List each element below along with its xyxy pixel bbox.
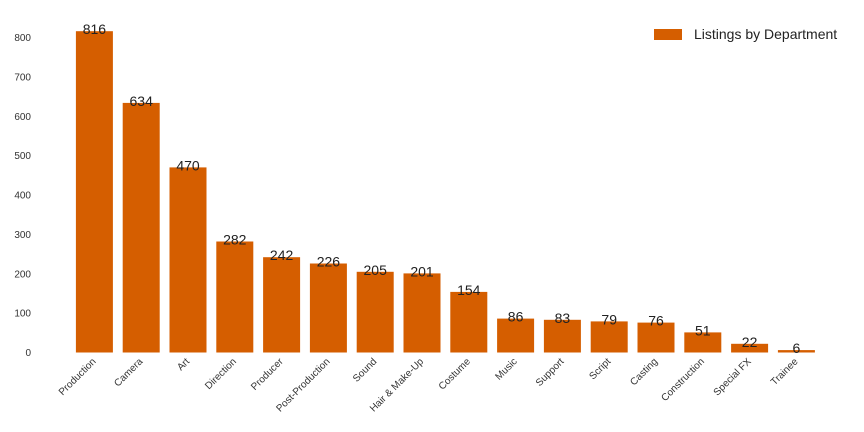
bar [684, 332, 722, 353]
x-tick-label: Producer [249, 356, 286, 393]
bar [122, 102, 160, 353]
y-tick-label: 300 [14, 230, 31, 241]
y-tick-label: 700 [14, 72, 31, 83]
bar-value-label: 470 [176, 157, 200, 173]
x-axis-labels: Production Camera Art Direction ProducerPost… [57, 356, 801, 415]
bar-value-label: 154 [457, 282, 481, 298]
bar-value-label: 86 [508, 309, 524, 325]
bar [543, 319, 581, 353]
y-tick-label: 500 [14, 151, 31, 162]
x-tick-label: Art [175, 356, 192, 373]
y-tick-label: 0 [25, 348, 31, 359]
x-tick-label: Camera [112, 356, 145, 389]
bar-value-label: 226 [317, 254, 341, 270]
bars-group [75, 31, 815, 353]
bar [777, 350, 815, 353]
bar-value-label: 76 [648, 313, 664, 329]
bar [263, 257, 301, 353]
x-tick-label: Support [534, 356, 567, 389]
x-tick-label: Script [587, 356, 613, 382]
y-tick-label: 400 [14, 191, 31, 202]
legend-label: Listings by Department [694, 26, 837, 42]
x-tick-label: Casting [628, 356, 660, 388]
y-tick-label: 800 [14, 33, 31, 44]
legend: Listings by Department [654, 26, 837, 42]
bar [637, 322, 675, 353]
bar-value-label: 79 [601, 311, 617, 327]
bar-value-label: 634 [130, 93, 154, 109]
x-tick-label: Production [57, 356, 99, 398]
y-tick-label: 100 [14, 309, 31, 320]
bar [309, 263, 347, 353]
x-tick-label: Direction [203, 356, 239, 392]
bar [403, 273, 441, 353]
bar-value-label: 282 [223, 232, 247, 248]
bar-value-label: 83 [555, 310, 571, 326]
legend-swatch [654, 29, 682, 40]
y-axis-ticks: 0 100 200 300 400 500 600 700 800 [14, 33, 31, 359]
bar-value-label: 22 [742, 334, 758, 350]
bar [216, 241, 254, 353]
bar-value-label: 242 [270, 247, 294, 263]
bar [497, 318, 535, 353]
bar-value-label: 205 [364, 262, 388, 278]
bar [590, 321, 628, 353]
x-tick-label: Special FX [712, 356, 754, 398]
bar-value-label: 201 [410, 263, 434, 279]
y-tick-label: 200 [14, 269, 31, 280]
bar [450, 291, 488, 353]
x-tick-label: Music [493, 356, 519, 382]
bar-value-label: 816 [83, 21, 107, 37]
bar [169, 167, 207, 353]
bar-value-label: 51 [695, 322, 711, 338]
x-tick-label: Sound [351, 356, 379, 384]
bar [75, 31, 113, 353]
bar-value-label: 6 [793, 340, 801, 356]
x-tick-label: Construction [659, 356, 706, 403]
y-tick-label: 600 [14, 112, 31, 123]
x-tick-label: Costume [437, 356, 473, 392]
bar [731, 343, 769, 353]
x-tick-label: Trainee [769, 356, 801, 388]
bar [356, 271, 394, 353]
